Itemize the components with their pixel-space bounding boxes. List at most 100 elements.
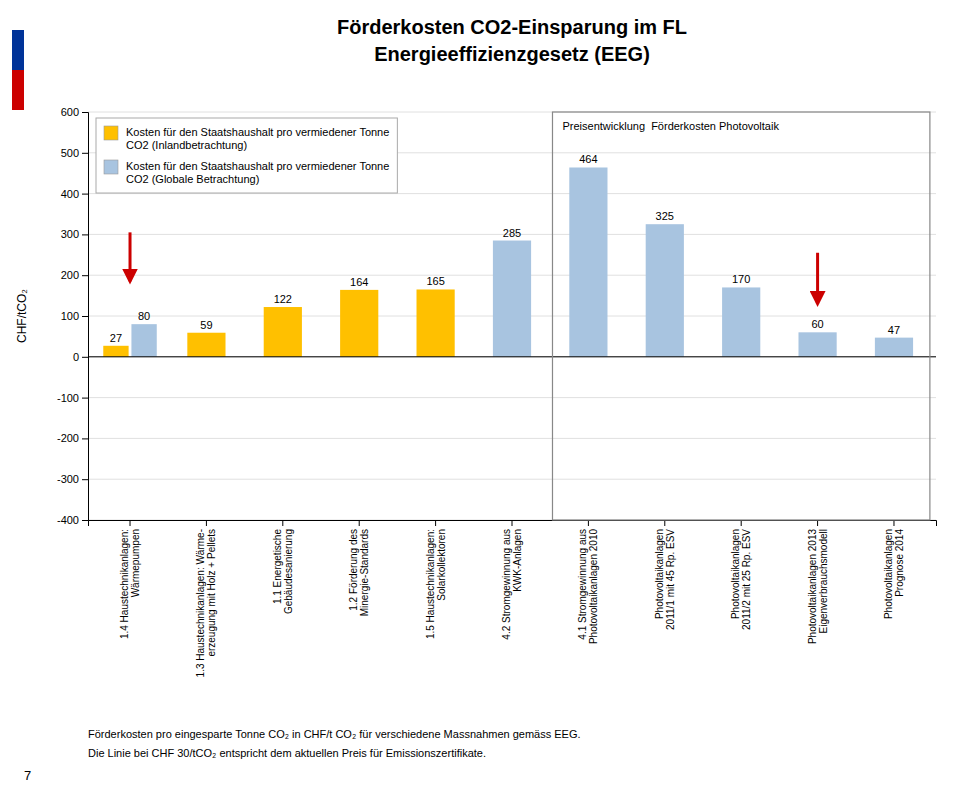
- x-tick-label: 1.4 Haustechnikanlagen:Wärmepumpen: [119, 529, 141, 639]
- note: Die Linie bei CHF 30/tCO₂ entspricht dem…: [88, 747, 486, 759]
- x-axis-line: [89, 521, 937, 527]
- y-tick-label: -200: [57, 432, 79, 444]
- x-tick-label-line: 1.5 Haustechnikanlagen:: [425, 529, 436, 639]
- y-tick-label: 200: [61, 269, 79, 281]
- bars: [103, 167, 913, 356]
- y-tick: -300: [57, 473, 88, 485]
- chart: Förderkosten CO2-Einsparung im FLEnergie…: [0, 0, 960, 788]
- bar: [798, 332, 836, 356]
- y-tick-label: 100: [61, 310, 79, 322]
- x-tick-mark: [512, 520, 513, 526]
- x-tick-mark: [282, 520, 283, 526]
- y-tick-label: 600: [61, 106, 79, 118]
- legend-label-line: Kosten für den Staatshaushalt pro vermie…: [126, 160, 389, 172]
- x-tick: PhotovoltaikanlagenPrognose 2014: [883, 520, 905, 619]
- y-tick-mark: [82, 112, 88, 113]
- x-tick-label-line: Prognose 2014: [894, 529, 905, 597]
- y-tick: 600: [61, 106, 88, 118]
- x-tick-label: 4.1 Stromgewinnung ausPhotovoltaikanlage…: [577, 529, 599, 645]
- background: [0, 0, 960, 788]
- x-tick-label-line: 2011/2 mit 25 Rp. ESV: [741, 529, 752, 630]
- data-label: 59: [200, 319, 212, 331]
- logo-segment: [12, 70, 24, 110]
- y-tick: 100: [61, 310, 88, 322]
- x-tick-label: 1.5 Haustechnikanlagen:Solarkollektoren: [425, 529, 447, 639]
- legend-label-line: CO2 (Globale Betrachtung): [126, 173, 259, 185]
- x-tick-label-line: Wärmepumpen: [130, 529, 141, 597]
- y-tick: -100: [57, 392, 88, 404]
- data-label: 285: [503, 227, 521, 239]
- grid-line: [88, 397, 936, 398]
- title: Förderkosten CO2-Einsparung im FLEnergie…: [337, 16, 687, 65]
- data-label: 47: [888, 324, 900, 336]
- x-tick: Photovoltaikanlagen2011/2 mit 25 Rp. ESV: [730, 520, 752, 630]
- bar: [187, 333, 225, 357]
- x-tick-label-line: 2011/1 mit 45 Rp. ESV: [665, 529, 676, 630]
- data-label: 27: [110, 332, 122, 344]
- legend-label: Kosten für den Staatshaushalt pro vermie…: [126, 160, 389, 185]
- y-tick-label: -300: [57, 473, 79, 485]
- y-tick: 500: [61, 147, 88, 159]
- x-tick-label-line: KWK-Anlagen: [512, 529, 523, 592]
- legend-swatch: [104, 126, 118, 140]
- x-tick-label-line: Photovoltaikanlagen 2013: [807, 529, 818, 645]
- x-tick-label-line: Photovoltaikanlagen: [730, 529, 741, 619]
- y-tick-mark: [82, 275, 88, 276]
- plot: -400-300-200-1000100200300400500600CHF/t…: [15, 106, 937, 677]
- x-tick: 4.2 Stromgewinnung ausKWK-Anlagen: [501, 520, 523, 640]
- highlight-box-label: Preisentwicklung Förderkosten Photovolta…: [562, 120, 779, 132]
- arrow: [816, 253, 819, 304]
- page-number: 7: [24, 768, 31, 783]
- logo-segment: [12, 30, 24, 70]
- legend-label-line: Kosten für den Staatshaushalt pro vermie…: [126, 126, 389, 138]
- x-tick-label-line: 1.4 Haustechnikanlagen:: [119, 529, 130, 639]
- y-tick: -400: [57, 514, 88, 526]
- y-tick-mark: [82, 479, 88, 480]
- bar: [103, 346, 128, 357]
- legend-entry: Kosten für den Staatshaushalt pro vermie…: [104, 160, 389, 185]
- bar: [646, 224, 684, 357]
- bar: [569, 167, 607, 356]
- note: Förderkosten pro eingesparte Tonne CO₂ i…: [88, 728, 581, 740]
- bar: [493, 241, 531, 357]
- grid: [88, 112, 936, 520]
- x-tick-label: 1.2 Förderung desMinergie-Standards: [348, 529, 370, 616]
- legend-entries: Kosten für den Staatshaushalt pro vermie…: [104, 126, 389, 185]
- data-label: 464: [579, 153, 597, 165]
- x-tick-label-line: Photovoltaikanlagen: [654, 529, 665, 619]
- y-tick-label: -400: [57, 514, 79, 526]
- x-tick-label-line: Gebäudesanierung: [283, 529, 294, 614]
- x-tick-label: Photovoltaikanlagen 2013Eigenverbrauchsm…: [807, 529, 829, 645]
- x-tick-label-line: 4.2 Stromgewinnung aus: [501, 529, 512, 640]
- y-tick-label: 300: [61, 228, 79, 240]
- bar: [340, 290, 378, 357]
- data-label: 80: [138, 310, 150, 322]
- data-labels: 2780591221641652854643251706047: [110, 153, 900, 343]
- y-tick-mark: [82, 357, 88, 358]
- grid-line: [88, 438, 936, 439]
- zero-line: [88, 356, 936, 357]
- x-tick-mark: [130, 520, 131, 526]
- x-tick-label-line: 1.3 Haustechnikanlagen: Wärme-: [195, 529, 206, 677]
- x-tick-mark: [741, 520, 742, 526]
- y-tick-mark: [82, 194, 88, 195]
- highlight-box: [552, 112, 929, 520]
- x-tick-label-line: Eigenverbrauchsmodell: [818, 529, 829, 634]
- title-line: Förderkosten CO2-Einsparung im FL: [337, 16, 687, 38]
- y-tick-mark: [82, 438, 88, 439]
- data-label: 170: [732, 273, 750, 285]
- x-tick-label: 4.2 Stromgewinnung ausKWK-Anlagen: [501, 529, 523, 640]
- y-tick-mark: [82, 520, 88, 521]
- x-tick-label-line: 4.1 Stromgewinnung aus: [577, 529, 588, 640]
- y-tick-label: 500: [61, 147, 79, 159]
- x-tick-label-line: erzeugung mit Holz + Pellets: [206, 529, 217, 657]
- x-tick-mark: [817, 520, 818, 526]
- data-label: 165: [426, 275, 444, 287]
- legend-label-line: CO2 (Inlandbetrachtung): [126, 139, 247, 151]
- x-tick-mark: [664, 520, 665, 526]
- x-tick-label-line: Minergie-Standards: [359, 529, 370, 616]
- legend-label: Kosten für den Staatshaushalt pro vermie…: [126, 126, 389, 151]
- y-tick: 300: [61, 228, 88, 240]
- x-tick-label: 1.3 Haustechnikanlagen: Wärme-erzeugung …: [195, 529, 217, 677]
- y-axis-title: CHF/tCO₂: [15, 289, 29, 343]
